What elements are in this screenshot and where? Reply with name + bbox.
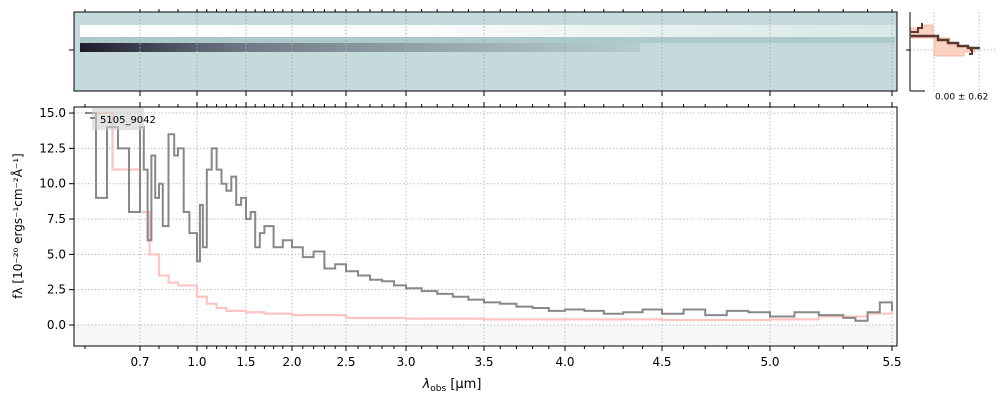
x-tick-label: 2.0 — [282, 355, 301, 369]
twod-spectrum-panel — [69, 11, 898, 92]
legend-box — [92, 108, 144, 130]
twod-trace-bright — [80, 25, 895, 37]
main-frame — [73, 106, 898, 347]
negative-band — [74, 325, 897, 346]
y-tick-label: 10.0 — [39, 177, 66, 191]
inset-data-line — [969, 49, 973, 55]
x-tick-label: 0.7 — [130, 355, 149, 369]
y-tick-label: 7.5 — [47, 212, 66, 226]
y-tick-label: 5.0 — [47, 247, 66, 261]
x-tick-label: 4.5 — [652, 355, 671, 369]
legend-label: 5105_9042 — [100, 115, 156, 126]
x-tick-label: 1.0 — [187, 355, 206, 369]
y-tick-label: 0.0 — [47, 318, 66, 332]
x-tick-label: 2.5 — [336, 355, 355, 369]
x-axis-label: λobs [μm] — [422, 377, 482, 394]
inset-data-line — [911, 23, 923, 33]
x-tick-label: 4.0 — [555, 355, 574, 369]
twod-trace-mid — [80, 37, 895, 43]
x-tick-label: 3.5 — [474, 355, 493, 369]
twod-frame — [73, 11, 898, 92]
inset-profile-line — [911, 34, 980, 50]
x-tick-label: 5.5 — [882, 355, 901, 369]
profile-inset: 0.00 ± 0.62 — [906, 12, 995, 103]
y-tick-label: 2.5 — [47, 283, 66, 297]
inset-label: 0.00 ± 0.62 — [935, 93, 988, 103]
x-tick-label: 1.5 — [236, 355, 255, 369]
x-tick-label: 5.0 — [760, 355, 779, 369]
model-series-line — [85, 111, 894, 322]
twod-trace-dark — [80, 43, 640, 52]
observed-series-line — [85, 112, 893, 322]
y-axis-label: fλ [10⁻²⁰ ergs⁻¹cm⁻²Å⁻¹] — [10, 153, 25, 298]
x-tick-label: 3.0 — [396, 355, 415, 369]
y-tick-label: 15.0 — [39, 106, 66, 120]
main-plot: 5105_9042 0.7 1.0 1.5 2.0 2.5 3.0 3.5 4.0 4.5 5.0… — [10, 9, 902, 394]
y-tick-label: 12.5 — [39, 141, 66, 155]
